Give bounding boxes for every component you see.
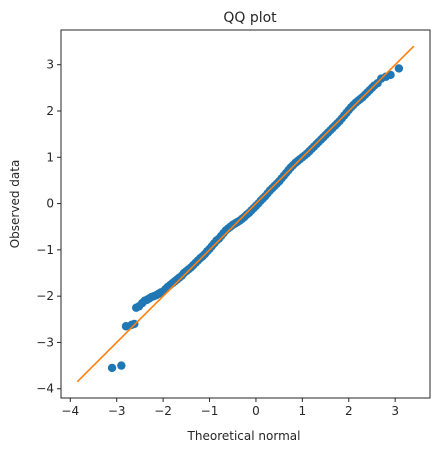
y-tick-label: −4 [36, 382, 54, 396]
x-tick-label: −4 [61, 404, 79, 418]
reference-line [76, 45, 415, 383]
y-tick-label: 0 [46, 197, 54, 211]
x-tick-label: −3 [108, 404, 126, 418]
data-point [386, 70, 395, 80]
data-point [107, 363, 117, 373]
data-point [117, 361, 126, 370]
y-tick-label: −1 [36, 243, 54, 257]
x-axis-ticks: −4 −3 −2 −1 0 1 2 3 [61, 398, 399, 418]
chart-title: QQ plot [223, 10, 277, 26]
y-tick-label: −2 [36, 289, 54, 303]
x-axis-label: Theoretical normal [187, 429, 301, 443]
plot-area [76, 45, 415, 383]
x-tick-label: −2 [154, 404, 172, 418]
data-point [394, 64, 404, 73]
x-tick-label: 2 [345, 404, 353, 418]
y-tick-label: −3 [36, 335, 54, 349]
y-axis-ticks: −4 −3 −2 −1 0 1 2 3 [36, 58, 61, 396]
y-tick-label: 3 [46, 58, 54, 72]
x-tick-label: 1 [299, 404, 307, 418]
y-axis-label: Observed data [8, 160, 22, 249]
x-tick-label: 0 [252, 404, 260, 418]
x-tick-label: 3 [391, 404, 399, 418]
y-tick-label: 2 [46, 104, 54, 118]
y-tick-label: 1 [46, 150, 54, 164]
axes-frame [60, 29, 431, 399]
x-tick-label: −1 [201, 404, 219, 418]
